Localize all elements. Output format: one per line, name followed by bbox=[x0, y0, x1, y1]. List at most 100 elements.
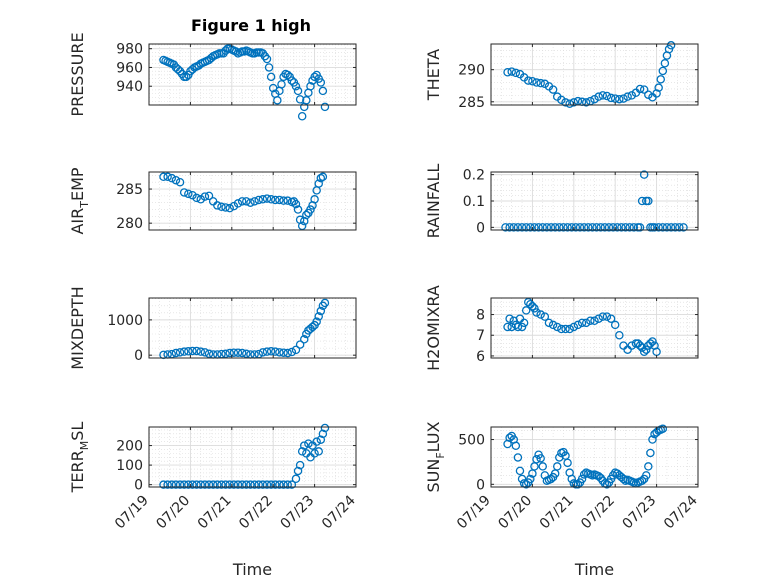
x-tick-label: 07/24 bbox=[319, 492, 359, 532]
subplot-pressure: 940 960 980 PRESSURE bbox=[68, 32, 357, 121]
data-point bbox=[159, 480, 168, 489]
data-point bbox=[573, 480, 583, 489]
data-point bbox=[505, 433, 514, 442]
data-point bbox=[229, 348, 239, 357]
subplot-terrain: 0 100 200 07/19 07/20 07/21 07/22 07/23 07/24 Tim… bbox=[68, 422, 359, 579]
data-point bbox=[532, 78, 541, 87]
axes-box bbox=[148, 297, 357, 359]
data-point bbox=[237, 197, 247, 206]
data-point bbox=[590, 316, 599, 326]
data-point bbox=[534, 223, 543, 232]
data-point bbox=[565, 99, 574, 108]
data-point bbox=[524, 76, 533, 85]
data-point bbox=[291, 345, 301, 355]
data-point bbox=[299, 335, 309, 344]
data-point bbox=[658, 223, 668, 232]
data-point bbox=[594, 314, 603, 323]
data-point bbox=[598, 312, 608, 321]
data-point bbox=[271, 480, 280, 489]
data-point bbox=[602, 480, 612, 489]
data-point bbox=[577, 318, 587, 328]
data-point bbox=[548, 85, 558, 94]
data-point bbox=[557, 324, 566, 334]
data-point bbox=[291, 199, 301, 209]
data-point bbox=[642, 471, 651, 480]
data-point bbox=[258, 348, 268, 357]
data-point bbox=[532, 308, 541, 317]
data-point bbox=[196, 480, 205, 489]
data-point bbox=[648, 435, 657, 444]
data-point bbox=[229, 480, 239, 489]
data-point bbox=[552, 462, 562, 471]
data-point bbox=[526, 474, 535, 484]
data-point bbox=[530, 223, 539, 232]
data-point bbox=[175, 348, 185, 357]
data-point bbox=[295, 460, 305, 470]
data-point bbox=[648, 337, 657, 346]
data-point bbox=[625, 223, 634, 232]
data-point bbox=[306, 205, 315, 214]
x-tick-label: 07/21 bbox=[537, 493, 577, 533]
data-point bbox=[559, 223, 568, 232]
data-point bbox=[314, 447, 323, 456]
data-point bbox=[658, 424, 668, 434]
data-point bbox=[221, 46, 230, 55]
data-point bbox=[246, 480, 255, 489]
x-tick-label: 07/20 bbox=[153, 493, 193, 533]
subplot-theta: 285 290 THETA bbox=[424, 41, 699, 111]
data-point bbox=[596, 223, 605, 232]
data-point bbox=[590, 94, 599, 104]
data-point bbox=[573, 320, 583, 330]
data-point bbox=[242, 480, 251, 489]
data-point bbox=[171, 348, 181, 358]
data-point bbox=[293, 86, 303, 96]
data-point bbox=[242, 349, 251, 359]
x-tick-label: 07/21 bbox=[195, 493, 235, 533]
data-point bbox=[316, 78, 326, 87]
y-tick-label: 1000 bbox=[107, 313, 143, 329]
y-tick-label: 0 bbox=[476, 477, 485, 493]
subplot-air-temp: 280 285 AIRTEMP bbox=[68, 167, 357, 235]
data-point bbox=[318, 172, 328, 182]
data-point bbox=[182, 72, 191, 82]
data-point bbox=[264, 63, 274, 72]
data-point bbox=[254, 195, 263, 205]
data-point bbox=[509, 223, 519, 232]
data-point bbox=[536, 78, 545, 88]
data-series bbox=[503, 297, 661, 357]
y-axis-label: THETA bbox=[424, 49, 443, 101]
data-point bbox=[217, 202, 226, 212]
data-point bbox=[521, 223, 531, 232]
data-point bbox=[528, 302, 537, 311]
data-point bbox=[225, 203, 234, 213]
data-point bbox=[608, 223, 618, 232]
data-point bbox=[579, 470, 589, 479]
data-point bbox=[670, 223, 680, 232]
y-axis-label: SUNFLUX bbox=[424, 421, 447, 492]
data-point bbox=[275, 195, 284, 205]
data-point bbox=[287, 480, 297, 489]
data-point bbox=[503, 68, 512, 77]
data-point bbox=[654, 83, 663, 92]
data-point bbox=[513, 322, 523, 332]
data-point bbox=[316, 173, 326, 183]
data-point bbox=[266, 347, 276, 356]
x-tick-label: 07/23 bbox=[620, 493, 660, 533]
subplot-grid: 940 960 980 PRESSURE 285 290 THETA 280 285 AIRTEM… bbox=[68, 32, 701, 579]
y-tick-label: 8 bbox=[476, 308, 485, 324]
data-point bbox=[656, 75, 665, 84]
data-series bbox=[159, 172, 328, 231]
data-point bbox=[505, 314, 514, 323]
y-tick-label: 280 bbox=[116, 216, 143, 232]
data-point bbox=[275, 480, 284, 489]
data-point bbox=[262, 54, 272, 64]
data-point bbox=[639, 347, 649, 357]
data-point bbox=[617, 223, 626, 232]
data-point bbox=[279, 348, 288, 357]
y-axis-label: TERRMSL bbox=[68, 422, 91, 494]
data-point bbox=[221, 480, 230, 489]
data-point bbox=[639, 85, 649, 94]
data-point bbox=[530, 304, 539, 313]
data-point bbox=[621, 223, 630, 232]
data-point bbox=[200, 348, 210, 357]
